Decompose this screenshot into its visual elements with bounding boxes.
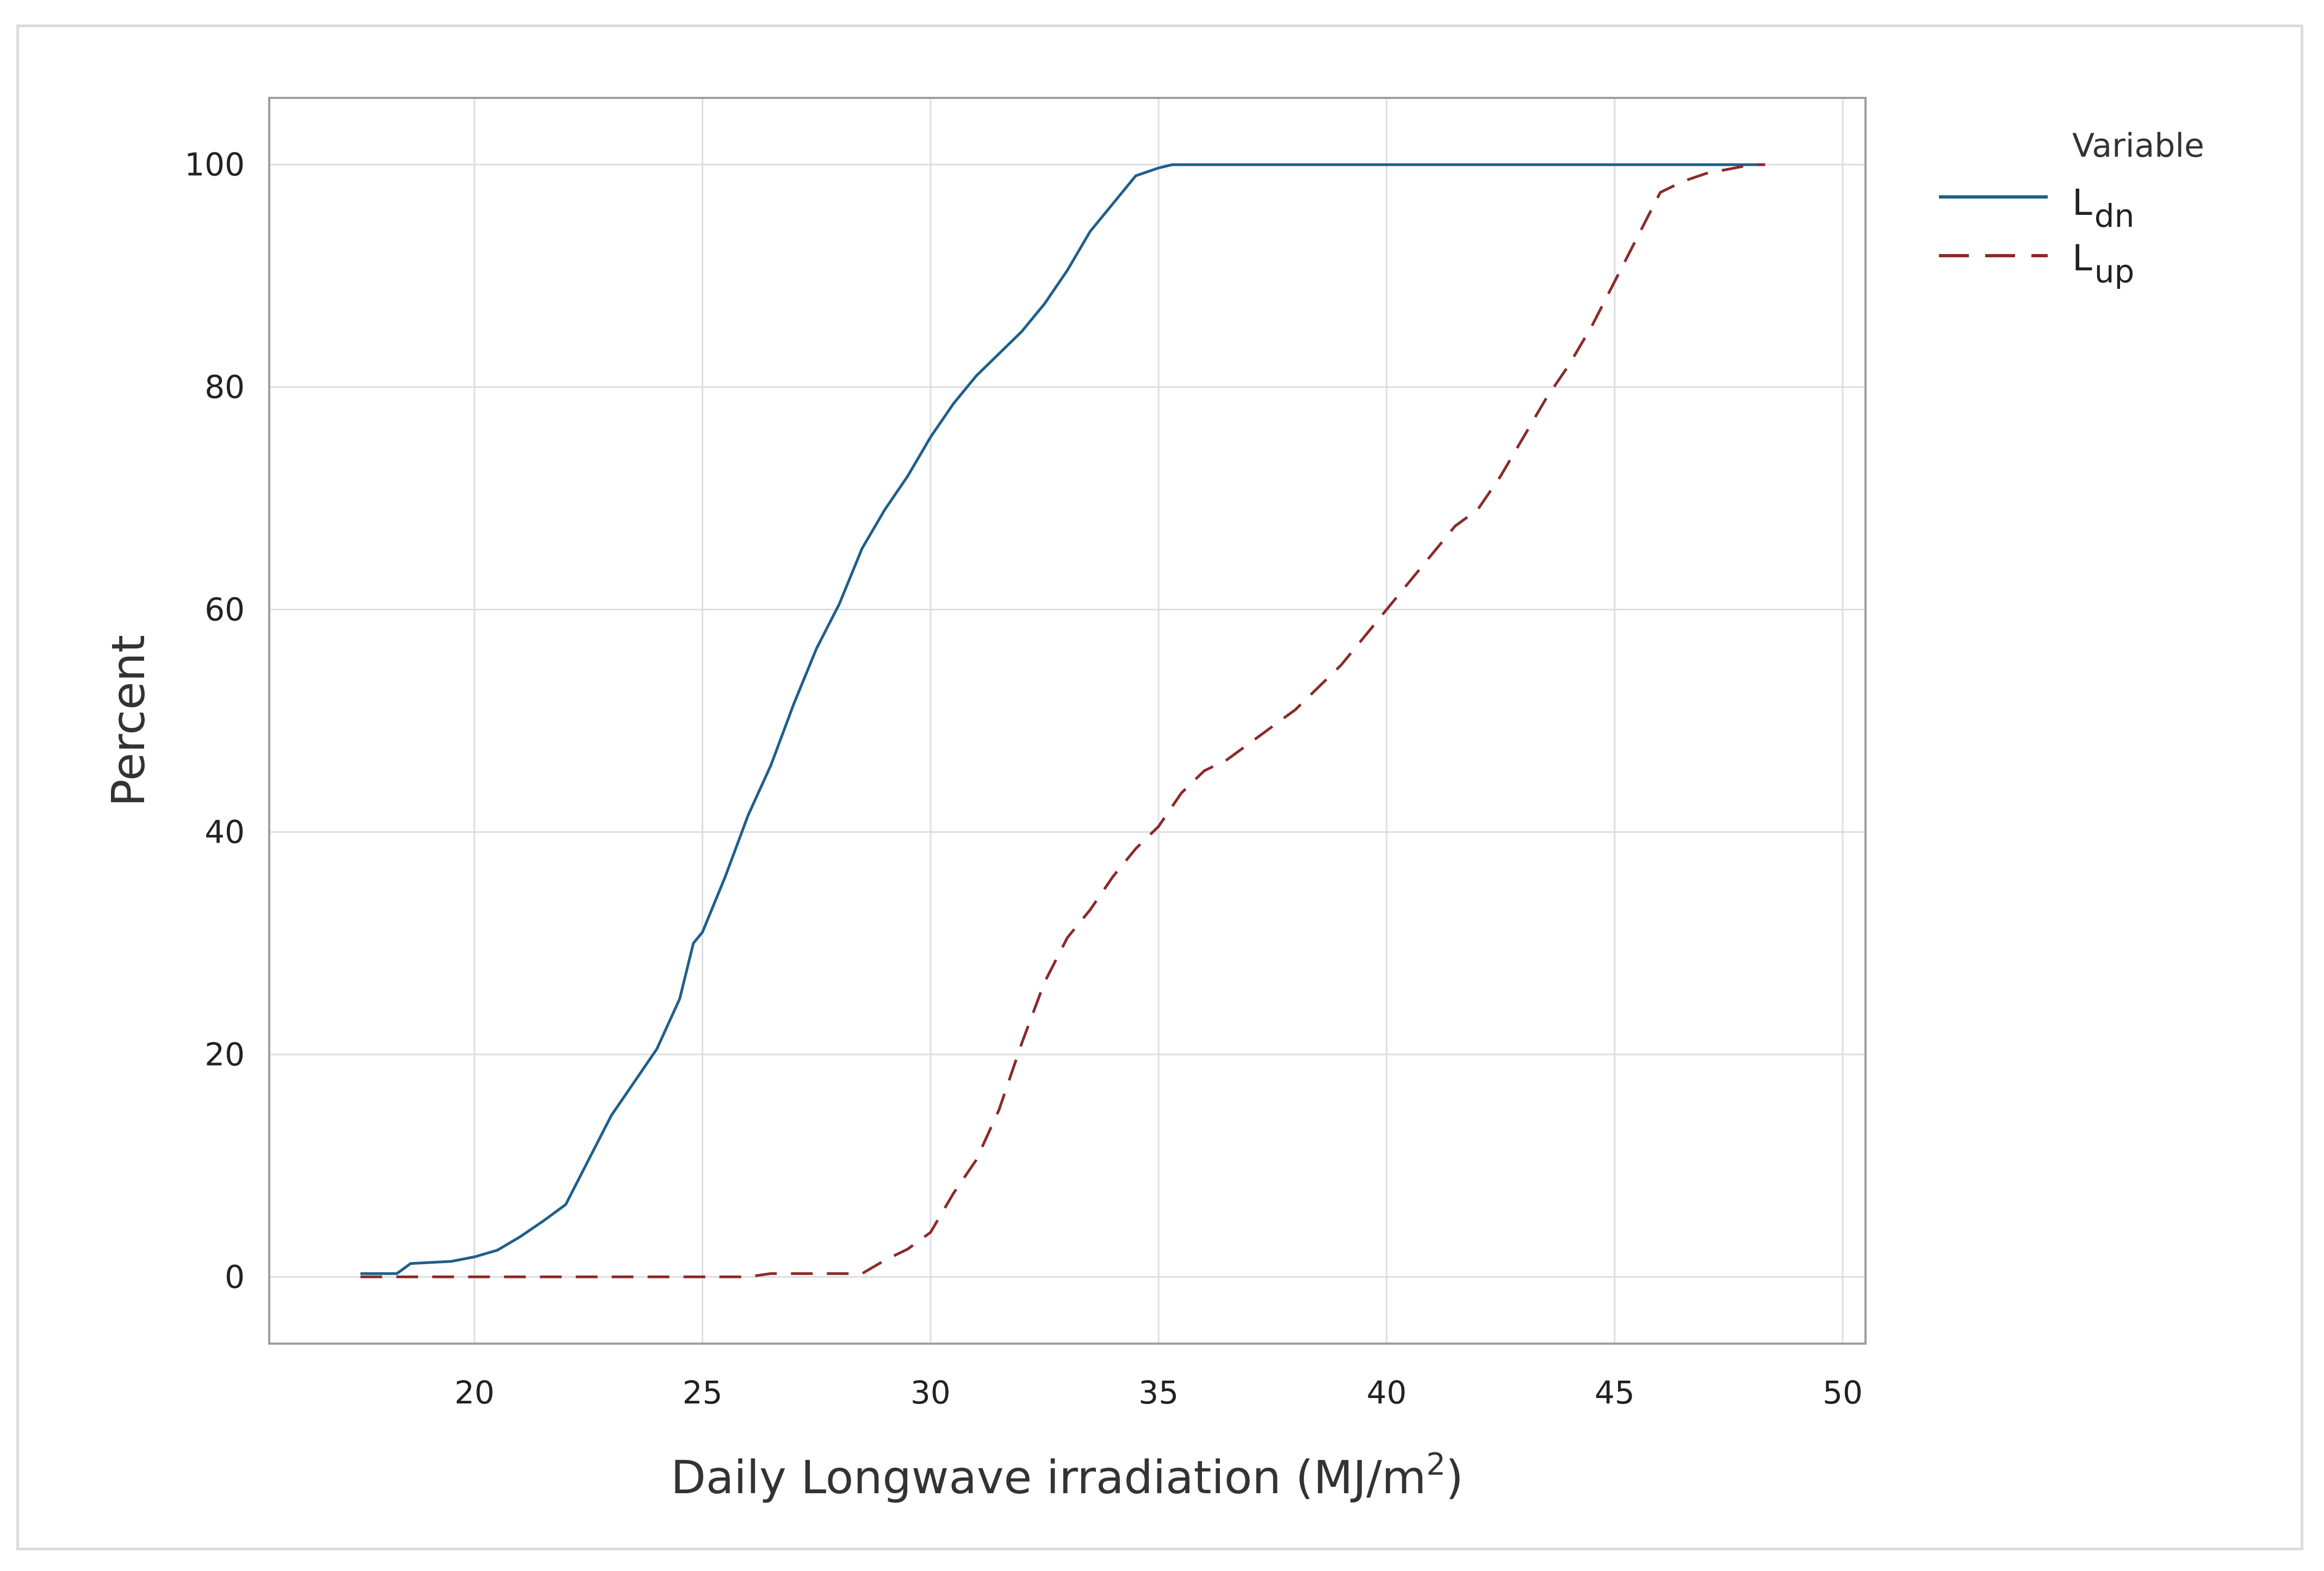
x-tick-label-40: 40 (1367, 1374, 1407, 1411)
x-tick-labels: 20 25 30 35 40 45 50 (454, 1374, 1863, 1411)
x-tick-label-35: 35 (1138, 1374, 1179, 1411)
legend-label-lup-base: L (2072, 237, 2092, 279)
x-tick-label-50: 50 (1823, 1374, 1863, 1411)
legend-title: Variable (2072, 127, 2204, 165)
y-tick-label-80: 80 (204, 369, 245, 406)
plot-background (269, 98, 1866, 1344)
y-tick-label-40: 40 (204, 813, 245, 850)
x-tick-label-20: 20 (454, 1374, 494, 1411)
x-axis-title-suffix: ) (1446, 1451, 1464, 1504)
x-tick-label-25: 25 (683, 1374, 723, 1411)
x-tick-label-45: 45 (1595, 1374, 1635, 1411)
x-axis-title: Daily Longwave irradiation (MJ/m2) (671, 1447, 1464, 1504)
y-tick-label-60: 60 (204, 591, 245, 628)
y-axis-title: Percent (102, 635, 155, 807)
x-axis-title-superscript: 2 (1426, 1447, 1446, 1482)
grid-lines (269, 98, 1866, 1344)
plot-border (268, 97, 1867, 1345)
y-tick-label-100: 100 (184, 146, 245, 183)
x-axis-title-main: Daily Longwave irradiation (MJ/m (671, 1451, 1426, 1504)
series-layer (360, 163, 1765, 1278)
y-tick-label-0: 0 (225, 1258, 245, 1295)
y-tick-label-20: 20 (204, 1036, 245, 1073)
legend-label-ldn-sub: dn (2094, 197, 2135, 234)
y-tick-labels: 0 20 40 60 80 100 (184, 146, 245, 1296)
legend: Variable Ldn Lup (1939, 127, 2204, 290)
legend-label-ldn: Ldn (2072, 182, 2134, 234)
legend-label-ldn-base: L (2072, 182, 2092, 224)
legend-label-lup-sub: up (2094, 253, 2135, 290)
legend-label-lup: Lup (2072, 237, 2134, 290)
series-line-lup (360, 163, 1765, 1278)
series-line-ldn (360, 163, 1765, 1275)
x-tick-label-30: 30 (910, 1374, 951, 1411)
